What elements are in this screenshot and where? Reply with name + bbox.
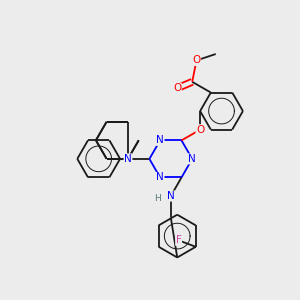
Text: H: H <box>154 194 161 203</box>
Text: O: O <box>196 125 204 135</box>
Text: F: F <box>176 236 182 245</box>
Text: N: N <box>156 135 164 146</box>
Text: N: N <box>124 154 132 164</box>
Text: N: N <box>188 154 196 164</box>
Text: O: O <box>192 56 201 65</box>
Text: N: N <box>156 172 164 182</box>
Text: N: N <box>167 191 175 201</box>
Text: O: O <box>173 83 182 93</box>
